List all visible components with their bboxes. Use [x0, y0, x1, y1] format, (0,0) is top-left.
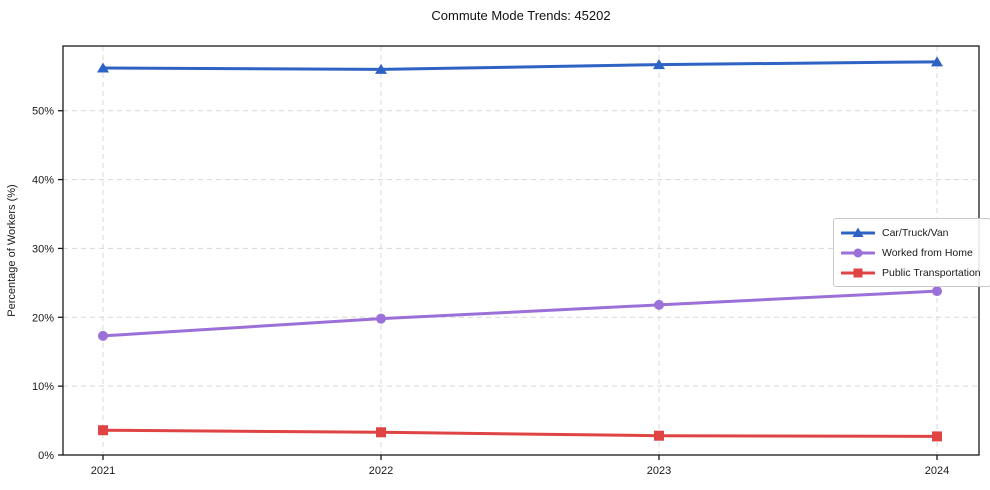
- x-tick-label: 2022: [369, 465, 393, 477]
- legend-label: Car/Truck/Van: [882, 226, 949, 239]
- series-line-car-truck-van: [101, 60, 939, 71]
- legend-label: Public Transportation: [882, 266, 981, 279]
- series-line-worked-from-home: [101, 289, 939, 338]
- legend-item-worked-from-home: Worked from Home: [841, 244, 981, 261]
- legend-marker-circle-icon: [841, 248, 875, 257]
- data-point-marker: [654, 299, 664, 310]
- legend-label: Worked from Home: [882, 246, 973, 259]
- data-point-marker: [654, 430, 664, 441]
- data-point-marker: [653, 59, 665, 70]
- series-public-transportation: [98, 425, 942, 442]
- legend-item-public-transportation: Public Transportation: [841, 264, 981, 281]
- y-tick-label: 40%: [32, 175, 54, 187]
- data-point-marker: [376, 427, 386, 438]
- x-tick-label: 2021: [91, 465, 115, 477]
- chart-title: Commute Mode Trends: 45202: [431, 8, 611, 23]
- data-point-marker: [932, 286, 942, 297]
- data-point-marker: [376, 313, 386, 324]
- data-point-marker: [932, 431, 942, 442]
- y-tick-label: 50%: [32, 106, 54, 118]
- legend-item-car-truck-van: Car/Truck/Van: [841, 224, 981, 241]
- x-tick-label: 2024: [925, 465, 949, 477]
- y-tick-label: 0%: [38, 450, 54, 462]
- chart-legend: Car/Truck/Van Worked from Home Public Tran…: [833, 218, 990, 287]
- y-tick-label: 10%: [32, 381, 54, 393]
- series-worked-from-home: [98, 286, 942, 341]
- legend-marker-triangle-icon: [841, 227, 875, 237]
- data-point-marker: [97, 62, 109, 73]
- data-point-marker: [931, 56, 943, 67]
- y-tick-label: 30%: [32, 243, 54, 255]
- axis-ticks: 0% 10% 20% 30% 40% 50% 2021 2022 2023 2024: [32, 106, 949, 477]
- series-car-truck-van: [97, 56, 943, 74]
- data-point-marker: [98, 425, 108, 436]
- y-axis-label: Percentage of Workers (%): [6, 184, 18, 316]
- data-point-marker: [375, 63, 387, 74]
- legend-marker-square-icon: [841, 268, 875, 277]
- series-line-public-transportation: [101, 428, 939, 438]
- x-tick-label: 2023: [647, 465, 671, 477]
- y-tick-label: 20%: [32, 312, 54, 324]
- data-point-marker: [98, 330, 108, 341]
